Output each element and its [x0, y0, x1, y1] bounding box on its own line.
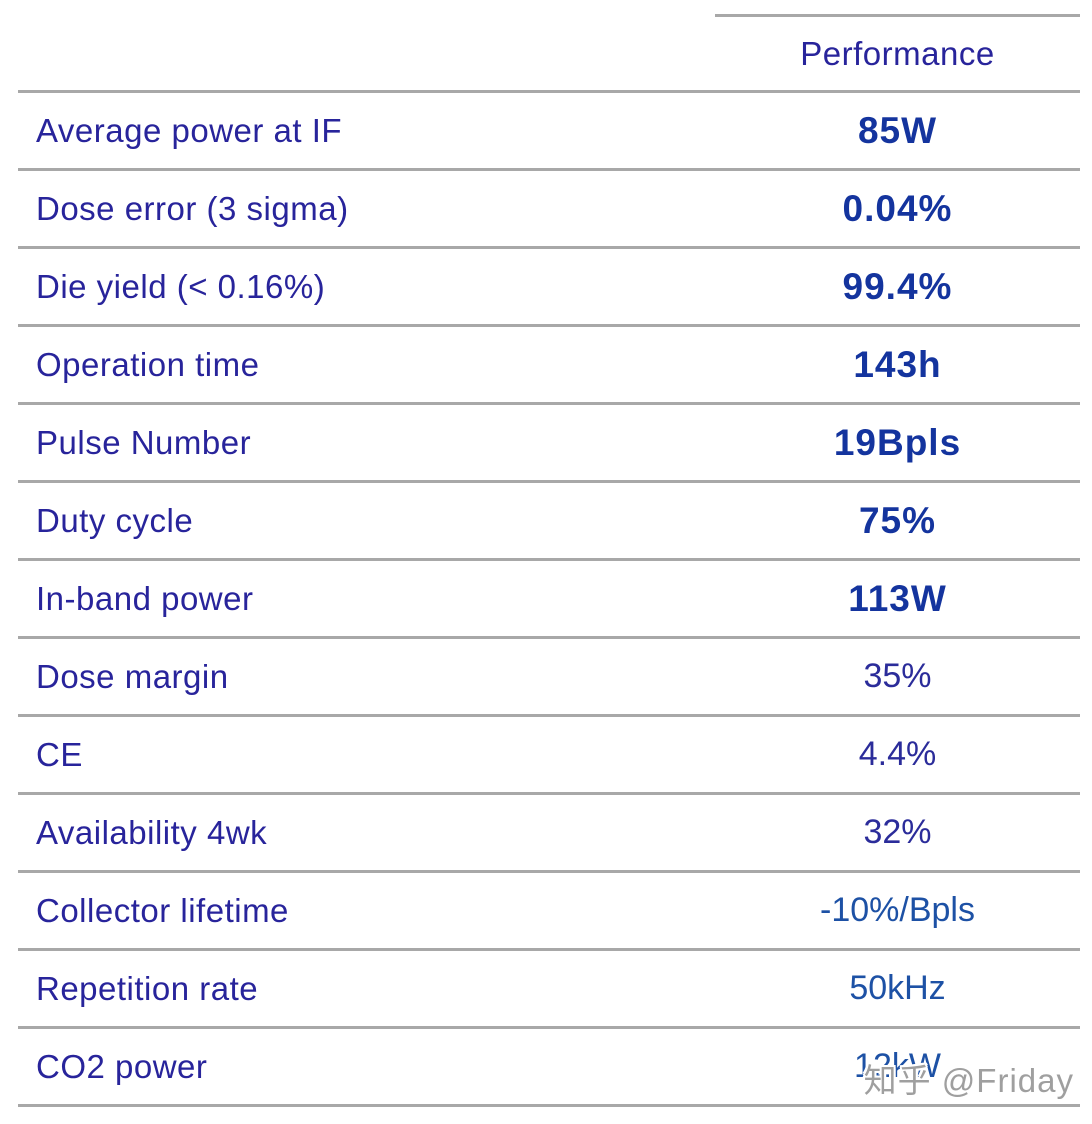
table-row: Average power at IF 85W	[18, 93, 1080, 171]
performance-table: Performance Average power at IF 85W Dose…	[18, 0, 1080, 1107]
row-label: CO2 power	[36, 1047, 208, 1085]
row-label: Availability 4wk	[36, 813, 268, 851]
row-value: 35%	[863, 657, 932, 695]
row-value: 99.4%	[842, 265, 953, 307]
row-value: 4.4%	[858, 735, 937, 773]
header-performance-cell: Performance	[800, 34, 995, 72]
table-row: Operation time 143h	[18, 327, 1080, 405]
table-row: Dose margin 35%	[18, 639, 1080, 717]
table-row: Collector lifetime -10%/Bpls	[18, 873, 1080, 951]
table-row: Duty cycle 75%	[18, 483, 1080, 561]
table-row: Availability 4wk 32%	[18, 795, 1080, 873]
row-label: Average power at IF	[36, 111, 343, 149]
row-value: 75%	[858, 499, 937, 541]
row-label: Operation time	[36, 345, 260, 383]
row-label: Duty cycle	[36, 501, 194, 539]
row-label: In-band power	[36, 579, 254, 617]
row-label: Repetition rate	[36, 969, 259, 1007]
row-value: 50kHz	[849, 969, 946, 1007]
row-label: Dose margin	[36, 657, 229, 695]
table-row: CO2 power 12kW	[18, 1029, 1080, 1107]
row-value: 0.04%	[842, 187, 953, 229]
row-label: Dose error (3 sigma)	[36, 189, 349, 227]
row-label: Collector lifetime	[36, 891, 289, 929]
row-value: 143h	[853, 343, 942, 385]
table-row: Die yield (< 0.16%) 99.4%	[18, 249, 1080, 327]
row-value: 85W	[857, 109, 938, 151]
table-row: CE 4.4%	[18, 717, 1080, 795]
row-value: -10%/Bpls	[820, 891, 975, 929]
table-row: Repetition rate 50kHz	[18, 951, 1080, 1029]
performance-column-top-border	[715, 14, 1080, 17]
row-label: CE	[36, 735, 83, 773]
row-label: Pulse Number	[36, 423, 252, 461]
row-label: Die yield (< 0.16%)	[36, 267, 326, 305]
table-row: In-band power 113W	[18, 561, 1080, 639]
table-row: Dose error (3 sigma) 0.04%	[18, 171, 1080, 249]
table-row: Pulse Number 19Bpls	[18, 405, 1080, 483]
row-value: 19Bpls	[833, 421, 962, 463]
row-value: 12kW	[854, 1047, 941, 1085]
row-value: 113W	[848, 577, 947, 619]
table-header-row: Performance	[18, 17, 1080, 93]
row-value: 32%	[863, 813, 932, 851]
